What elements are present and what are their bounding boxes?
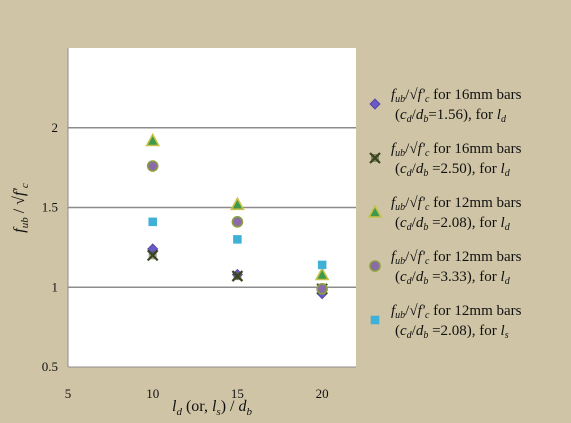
data-markers <box>145 132 330 300</box>
data-point <box>148 217 157 227</box>
legend-item: fub/√f'c for 12mm bars (cd/db =3.33), for… <box>369 249 522 287</box>
legend-item: fub/√f'c for 12mm bars (cd/db =2.08), for… <box>370 303 522 341</box>
legend-label-line2: (cd/db=1.56), for ld <box>395 107 507 125</box>
data-point <box>146 249 159 262</box>
legend-item: fub/√f'c for 16mm bars (cd/db =2.50), for… <box>369 141 522 179</box>
legend-label-line2: (cd/db =2.08), for ls <box>395 323 509 341</box>
data-point <box>145 132 161 147</box>
y-tick-labels: 0.5 1 1.5 2 <box>42 120 58 374</box>
legend-item: fub/√f'c for 16mm bars (cd/db=1.56), for … <box>369 87 522 125</box>
axes <box>67 48 356 368</box>
data-point <box>317 260 327 270</box>
legend-label-line1: fub/√f'c for 12mm bars <box>391 195 522 213</box>
x-tick-label: 10 <box>146 386 159 401</box>
x-axis-title: ld (or, ls) / db <box>172 398 252 418</box>
x-tick-labels: 5 10 15 20 <box>65 386 329 401</box>
legend-label-line2: (cd/db =3.33), for ld <box>395 269 511 287</box>
legend-label-line1: fub/√f'c for 12mm bars <box>391 303 522 321</box>
x-tick-label: 15 <box>231 386 244 401</box>
legend-marker <box>369 152 381 164</box>
y-tick-label: 1.5 <box>42 200 58 215</box>
y-tick-label: 1 <box>52 279 59 294</box>
legend-item: fub/√f'c for 12mm bars (cd/db =2.08), for… <box>367 195 522 233</box>
legend-marker <box>367 204 383 218</box>
legend-label-line2: (cd/db =2.50), for ld <box>395 161 511 179</box>
data-point <box>314 266 330 281</box>
legend-label-line1: fub/√f'c for 16mm bars <box>391 141 522 159</box>
gridlines <box>68 127 356 288</box>
legend-marker <box>370 315 380 325</box>
data-point <box>316 283 328 295</box>
data-point <box>146 160 159 172</box>
legend-marker <box>369 98 381 110</box>
x-tick-label: 20 <box>316 386 329 401</box>
legend-label-line1: fub/√f'c for 16mm bars <box>391 87 522 105</box>
legend-label-line2: (cd/db =2.08), for ld <box>395 215 511 233</box>
data-point <box>230 196 245 211</box>
data-point <box>233 235 242 244</box>
legend-label-line1: fub/√f'c for 12mm bars <box>391 249 522 267</box>
legend-marker <box>369 260 381 272</box>
data-point <box>231 270 244 282</box>
x-tick-label: 5 <box>65 386 72 401</box>
data-point <box>231 216 244 228</box>
y-tick-label: 0.5 <box>42 359 58 374</box>
y-axis-title: fub / √f'c <box>11 183 31 233</box>
legend: fub/√f'c for 16mm bars (cd/db=1.56), for … <box>367 87 522 341</box>
y-tick-label: 2 <box>52 120 59 135</box>
